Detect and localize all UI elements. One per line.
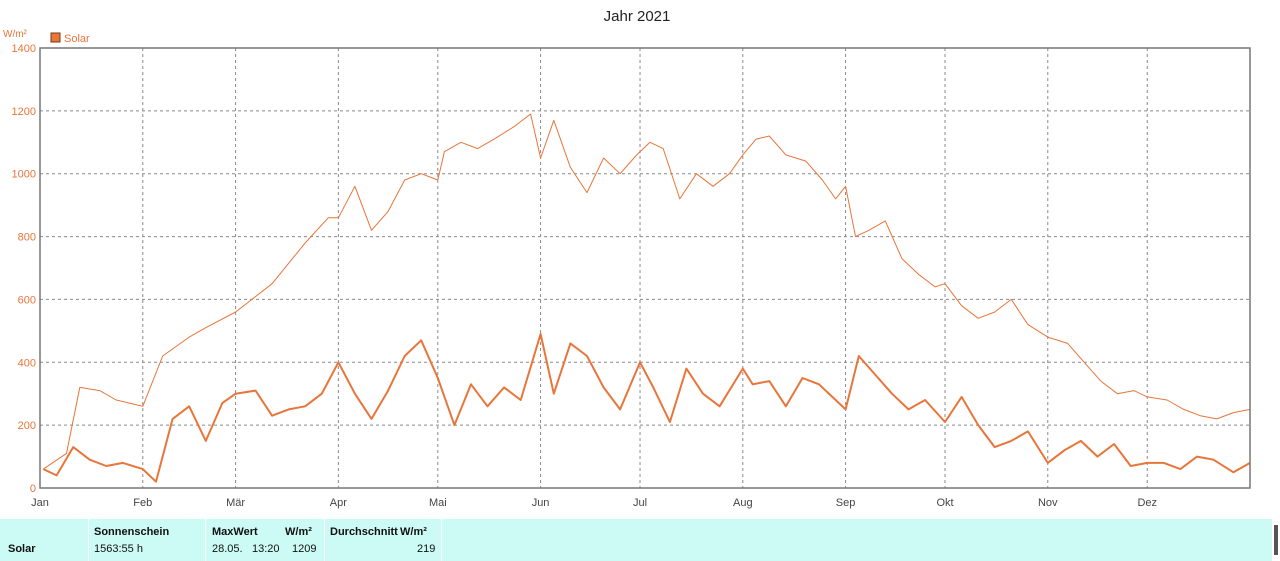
durchschnitt-header: Durchschnitt — [330, 526, 398, 538]
series-group — [42, 113, 1251, 483]
scrollbar-thumb[interactable] — [1274, 525, 1278, 555]
maxwert-unit: W/m² — [285, 526, 312, 538]
legend-swatch-solar — [50, 32, 61, 43]
maxwert-time: 13:20 — [252, 543, 280, 555]
y-tick-label: 800 — [18, 232, 36, 244]
sonnenschein-header: Sonnenschein — [94, 526, 170, 538]
x-axis-ticks: Jan Feb Mär Apr Mai Jun Jul Aug Sep Okt Nov Dez — [31, 497, 1157, 509]
durchschnitt-value: 219 — [417, 543, 436, 555]
gridlines — [40, 48, 1250, 488]
x-tick-label: Dez — [1137, 497, 1157, 509]
x-tick-label: Jun — [532, 497, 550, 509]
maxwert-cell: MaxWert W/m² 28.05. 13:20 1209 — [206, 519, 325, 561]
sonnenschein-cell: Sonnenschein 1563:55 h — [89, 519, 206, 561]
x-tick-label: Okt — [936, 497, 953, 509]
x-tick-label: Sep — [836, 497, 856, 509]
durchschnitt-cell: Durchschnitt W/m² 219 — [325, 519, 442, 561]
stats-table: Solar Sonnenschein 1563:55 h MaxWert W/m… — [0, 519, 1272, 561]
y-tick-label: 600 — [18, 294, 36, 306]
y-axis-ticks: 0 200 400 600 800 1000 1200 1400 — [12, 43, 36, 495]
x-tick-label: Mär — [226, 497, 245, 509]
maxwert-date: 28.05. — [212, 543, 243, 555]
chart-title: Jahr 2021 — [604, 8, 671, 25]
y-tick-label: 1400 — [12, 43, 36, 55]
stats-row-label: Solar — [8, 543, 36, 555]
x-tick-label: Jan — [31, 497, 49, 509]
y-tick-label: 400 — [18, 357, 36, 369]
legend: Solar — [50, 32, 90, 45]
x-tick-label: Mai — [429, 497, 447, 509]
solar-chart: Jahr 2021 W/m² Solar 0 200 400 600 800 1000 12… — [3, 8, 1251, 509]
y-tick-label: 0 — [30, 483, 36, 495]
x-tick-label: Nov — [1038, 497, 1058, 509]
series-line-max — [43, 113, 1251, 470]
maxwert-header: MaxWert — [212, 526, 258, 538]
plot-frame — [39, 47, 1251, 489]
x-tick-label: Jul — [633, 497, 647, 509]
x-tick-label: Aug — [733, 497, 753, 509]
y-tick-label: 1200 — [12, 106, 36, 118]
x-tick-label: Feb — [133, 497, 152, 509]
y-tick-label: 200 — [18, 420, 36, 432]
x-tick-label: Apr — [330, 497, 347, 509]
y-tick-label: 1000 — [12, 169, 36, 181]
sonnenschein-value: 1563:55 h — [94, 543, 143, 555]
vertical-scrollbar[interactable] — [1272, 519, 1280, 561]
y-axis-unit: W/m² — [3, 29, 28, 40]
stats-row-label-cell: Solar — [0, 519, 89, 561]
legend-label-solar: Solar — [64, 33, 90, 45]
durchschnitt-unit: W/m² — [400, 526, 427, 538]
series-line-avg — [42, 333, 1251, 483]
maxwert-value: 1209 — [292, 543, 317, 555]
